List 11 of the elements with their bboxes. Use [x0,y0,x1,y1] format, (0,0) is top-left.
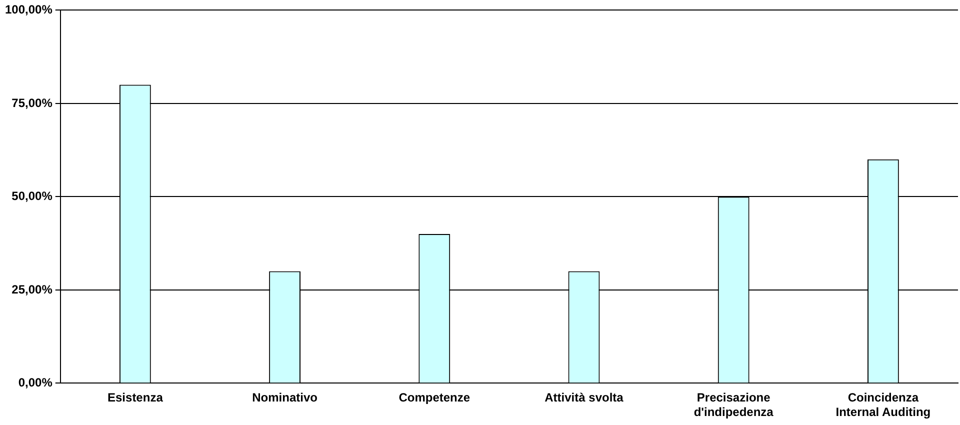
x-tick-label: Coincidenza Internal Auditing [836,390,931,420]
x-tick-label: Competenze [398,390,470,405]
y-tick-label: 0,00% [18,376,53,390]
y-tick-label: 25,00% [12,282,53,296]
y-tick-label: 75,00% [12,96,53,110]
y-tick-label: 100,00% [5,2,53,17]
y-tick-label: 50,00% [12,189,53,204]
x-tick-label: Attività svolta [544,390,624,405]
x-tick-label: Nominativo [252,390,318,405]
x-tick-label: Esistenza [107,390,164,405]
x-tick-label: Precisazione d'indipedenza [694,390,774,420]
